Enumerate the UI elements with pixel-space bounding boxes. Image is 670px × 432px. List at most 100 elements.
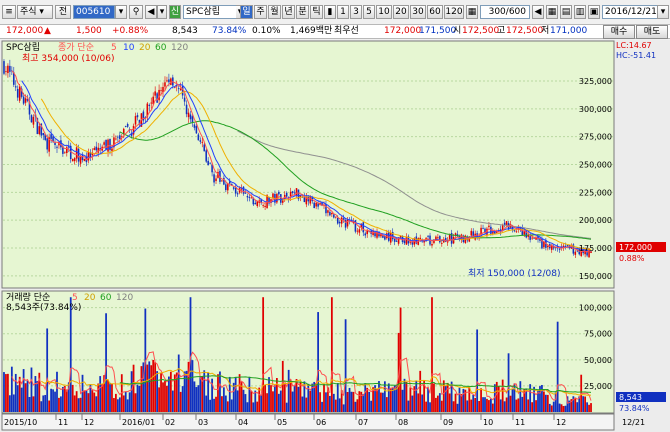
candle-body bbox=[541, 238, 543, 249]
volume-bar bbox=[252, 402, 255, 412]
candle-body bbox=[285, 192, 288, 197]
interval-120-button[interactable]: 120 bbox=[444, 5, 464, 19]
timeframe-icon[interactable]: ▮ bbox=[324, 5, 336, 19]
volume-bar bbox=[546, 394, 549, 412]
volume-bar bbox=[209, 399, 212, 412]
volume-bar bbox=[169, 371, 172, 412]
volume-bar bbox=[171, 390, 174, 412]
interval-30-button[interactable]: 30 bbox=[410, 5, 426, 19]
period-minute-tab[interactable]: 분 bbox=[296, 5, 309, 19]
candle-body bbox=[91, 152, 94, 156]
volume-bar bbox=[493, 384, 496, 412]
volume-bar bbox=[427, 387, 429, 412]
volume-bar bbox=[582, 396, 585, 412]
volume-bar bbox=[118, 397, 121, 412]
candle-body bbox=[195, 126, 198, 134]
chart-area[interactable]: 325,000 300,000 275,000 250,000 225,000 200,0… bbox=[0, 40, 670, 432]
market-type-select[interactable]: 주식 ▾ bbox=[17, 5, 53, 19]
candle-body bbox=[376, 231, 378, 238]
volume-bar bbox=[48, 400, 51, 412]
volume-bar bbox=[234, 376, 237, 412]
search-mode-button[interactable]: 전 bbox=[55, 5, 71, 19]
calendar-dropdown-icon[interactable]: ▾ bbox=[657, 5, 669, 19]
data-count-field[interactable]: 300/600 bbox=[480, 5, 530, 19]
x-tick-label: 12 bbox=[556, 418, 566, 427]
volume-bar bbox=[276, 378, 278, 412]
x-tick-label: 2016/01 bbox=[122, 418, 155, 427]
low-label: 저 bbox=[541, 26, 550, 36]
interval-menu-icon[interactable]: ▦ bbox=[466, 5, 478, 19]
interval-5-button[interactable]: 5 bbox=[363, 5, 375, 19]
vol-ma5-line bbox=[11, 351, 592, 404]
volume-bar bbox=[444, 385, 447, 412]
candle-body bbox=[533, 237, 535, 239]
interval-10-button[interactable]: 10 bbox=[376, 5, 392, 19]
search-icon[interactable]: ⚲ bbox=[129, 5, 143, 19]
candle-body bbox=[201, 141, 204, 143]
period-year-tab[interactable]: 년 bbox=[282, 5, 295, 19]
candle-body bbox=[179, 88, 182, 91]
print-icon[interactable]: ▥ bbox=[574, 5, 586, 19]
volume-bar bbox=[34, 376, 37, 412]
volume-bar bbox=[111, 383, 113, 412]
period-day-tab[interactable]: 일 bbox=[240, 5, 253, 19]
interval-60-button[interactable]: 60 bbox=[427, 5, 443, 19]
candle-body bbox=[480, 227, 482, 235]
sell-tab[interactable]: 매도 bbox=[636, 25, 668, 39]
candle-body bbox=[364, 233, 367, 236]
volume-bar bbox=[16, 385, 19, 412]
period-week-tab[interactable]: 주 bbox=[254, 5, 267, 19]
menu-icon[interactable]: ≡ bbox=[2, 5, 16, 19]
volume-bar bbox=[421, 394, 424, 412]
interval-20-button[interactable]: 20 bbox=[393, 5, 409, 19]
candle-body bbox=[391, 231, 394, 240]
volume-current-tag bbox=[616, 392, 666, 402]
next-stock-icon[interactable]: ▾ bbox=[157, 5, 167, 19]
candle-body bbox=[75, 147, 78, 159]
candle-body bbox=[174, 86, 176, 88]
prev-page-icon[interactable]: ◀ bbox=[532, 5, 544, 19]
volume-bar bbox=[442, 380, 445, 412]
volume-bar bbox=[340, 390, 343, 412]
volume-bar bbox=[295, 379, 298, 412]
candle-body bbox=[187, 112, 190, 118]
prev-stock-icon[interactable]: ◀ bbox=[145, 5, 157, 19]
code-dropdown-icon[interactable]: ▾ bbox=[115, 5, 127, 19]
volume-bar bbox=[338, 398, 341, 412]
interval-1-button[interactable]: 1 bbox=[337, 5, 349, 19]
grid-icon[interactable]: ▦ bbox=[546, 5, 558, 19]
volume-bar bbox=[350, 391, 353, 412]
volume-bar bbox=[438, 393, 441, 412]
stock-code-input[interactable]: 005610 bbox=[73, 5, 115, 19]
candle-body bbox=[374, 231, 376, 237]
buy-tab[interactable]: 매수 bbox=[603, 25, 635, 39]
candle-body bbox=[362, 222, 365, 233]
candle-body bbox=[433, 239, 435, 244]
settings-icon[interactable]: ▣ bbox=[588, 5, 600, 19]
candle-body bbox=[20, 88, 23, 97]
volume-tick-label: 75,000 bbox=[584, 330, 612, 339]
volume-bar bbox=[311, 383, 314, 412]
volume-bar bbox=[584, 396, 587, 412]
candle-body bbox=[103, 142, 105, 145]
volume-bar bbox=[193, 381, 196, 412]
volume-bar bbox=[26, 380, 29, 412]
volume-bar bbox=[403, 378, 406, 412]
volume-bar bbox=[36, 381, 39, 412]
volume-bar bbox=[407, 400, 410, 412]
volume-bar bbox=[83, 391, 86, 412]
volume-bar bbox=[146, 364, 149, 412]
candle-body bbox=[119, 135, 121, 140]
date-field[interactable]: 2016/12/21 bbox=[602, 5, 658, 19]
change-percent: +0.88% bbox=[112, 26, 149, 36]
volume-bar bbox=[450, 381, 453, 412]
save-icon[interactable]: ▤ bbox=[560, 5, 572, 19]
candle-body bbox=[503, 222, 506, 225]
candle-body bbox=[250, 197, 253, 199]
period-month-tab[interactable]: 월 bbox=[268, 5, 281, 19]
candle-body bbox=[95, 146, 98, 151]
period-tick-tab[interactable]: 틱 bbox=[310, 5, 323, 19]
change-arrow-icon: ▲ bbox=[44, 26, 51, 36]
interval-3-button[interactable]: 3 bbox=[350, 5, 362, 19]
candle-body bbox=[270, 199, 272, 203]
